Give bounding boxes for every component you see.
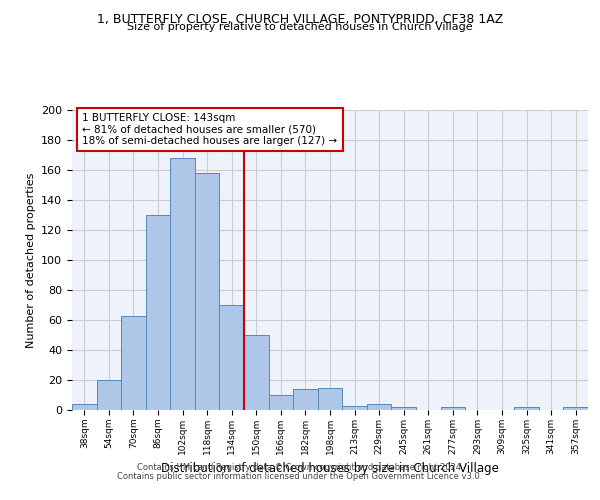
Bar [367,404,391,410]
Bar [220,305,244,410]
Text: Contains HM Land Registry data © Crown copyright and database right 2024.: Contains HM Land Registry data © Crown c… [137,464,463,472]
Bar [318,388,342,410]
Text: Contains public sector information licensed under the Open Government Licence v3: Contains public sector information licen… [118,472,482,481]
Bar [195,173,220,410]
Text: 1 BUTTERFLY CLOSE: 143sqm
← 81% of detached houses are smaller (570)
18% of semi: 1 BUTTERFLY CLOSE: 143sqm ← 81% of detac… [82,113,337,146]
Y-axis label: Number of detached properties: Number of detached properties [26,172,35,348]
Bar [563,407,588,410]
Bar [342,406,367,410]
X-axis label: Distribution of detached houses by size in Church Village: Distribution of detached houses by size … [161,462,499,475]
Bar [72,404,97,410]
Bar [244,335,269,410]
Text: 1, BUTTERFLY CLOSE, CHURCH VILLAGE, PONTYPRIDD, CF38 1AZ: 1, BUTTERFLY CLOSE, CHURCH VILLAGE, PONT… [97,12,503,26]
Bar [97,380,121,410]
Bar [293,389,318,410]
Bar [440,407,465,410]
Bar [514,407,539,410]
Bar [121,316,146,410]
Bar [170,158,195,410]
Bar [146,215,170,410]
Bar [391,407,416,410]
Bar [269,395,293,410]
Text: Size of property relative to detached houses in Church Village: Size of property relative to detached ho… [127,22,473,32]
